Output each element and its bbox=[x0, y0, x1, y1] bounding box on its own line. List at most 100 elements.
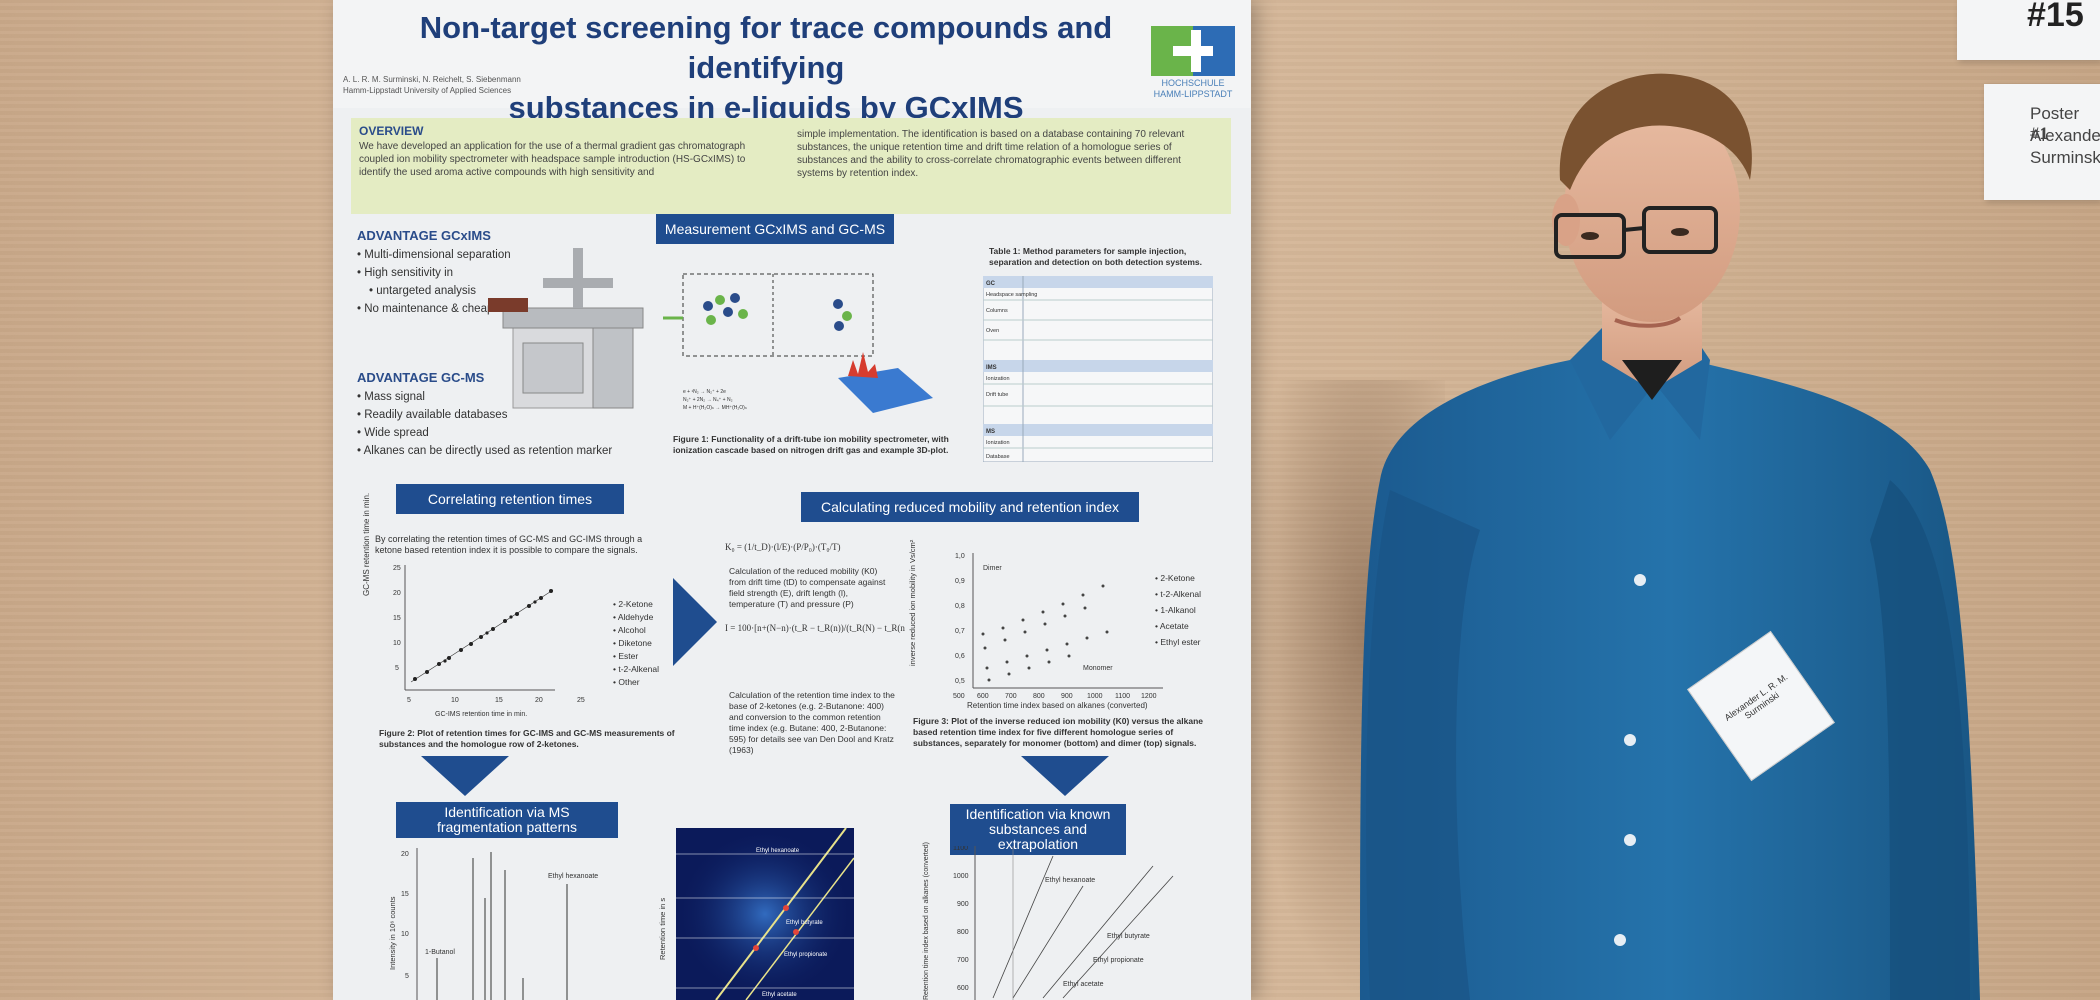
list-item: High sensitivity in bbox=[357, 264, 511, 282]
gc-instrument-image bbox=[488, 248, 644, 409]
poster-note: Poster #1 Alexande Surminsk bbox=[1984, 84, 2100, 200]
x-tick: 600 bbox=[977, 693, 989, 700]
x-tick: 10 bbox=[451, 697, 459, 704]
number-sign: #15 bbox=[1957, 0, 2100, 60]
list-item: Wide spread bbox=[357, 424, 612, 442]
y-tick: 15 bbox=[401, 891, 409, 898]
y-tick: 1,0 bbox=[955, 553, 965, 560]
svg-text:e + ¹N₂ → N₂⁺ + 2e: e + ¹N₂ → N₂⁺ + 2e bbox=[683, 389, 726, 395]
legend-entry: • Other bbox=[613, 677, 640, 687]
y-tick: 1000 bbox=[953, 873, 969, 880]
university-logo: HOCHSCHULE HAMM-LIPPSTADT bbox=[1143, 26, 1235, 106]
y-tick: 0,9 bbox=[955, 578, 965, 585]
table-cell: GC bbox=[986, 281, 996, 287]
series-label: Ethyl hexanoate bbox=[1045, 877, 1095, 884]
svg-text:I = 100·[n+(N−n)·(t_R − t_R(n): I = 100·[n+(N−n)·(t_R − t_R(n))/(t_R(N) … bbox=[725, 623, 905, 633]
table-cell: Columns bbox=[986, 308, 1008, 314]
x-tick: 700 bbox=[1005, 693, 1017, 700]
y-tick: 5 bbox=[405, 973, 409, 980]
figure-3-legend: • 2-Ketone • t-2-Alkenal • 1-Alkanol • A… bbox=[1155, 570, 1201, 650]
poster-note-line-3: Surminsk bbox=[2030, 148, 2100, 167]
heatmap-label: Ethyl hexanoate bbox=[756, 848, 800, 854]
y-tick: 20 bbox=[401, 851, 409, 858]
svg-text:K₀ = (1/t_D)·(l/E)·(P/P₀)·(T₀/: K₀ = (1/t_D)·(l/E)·(P/P₀)·(T₀/T) bbox=[725, 542, 840, 552]
correlating-text: By correlating the retention times of GC… bbox=[375, 534, 643, 555]
table-cell: Drift tube bbox=[986, 392, 1008, 398]
section-label-known-substances: Identification via known substances and … bbox=[950, 804, 1126, 855]
y-tick: 700 bbox=[957, 957, 969, 964]
authors-line: A. L. R. M. Surminski, N. Reichelt, S. S… bbox=[343, 75, 521, 84]
calculation-text-2: Calculation of the retention time index … bbox=[729, 690, 895, 755]
x-tick: 25 bbox=[577, 697, 585, 704]
overview-box: OVERVIEW We have developed an applicatio… bbox=[351, 118, 1231, 214]
list-item: Alkanes can be directly used as retentio… bbox=[357, 442, 613, 460]
legend-label: Diketone bbox=[618, 638, 652, 648]
list-item-text: untargeted analysis bbox=[376, 285, 476, 297]
table-1-caption: Table 1: Method parameters for sample in… bbox=[989, 246, 1203, 267]
heatmap-y-label: Retention time in s bbox=[658, 897, 667, 960]
arrow-down-icon bbox=[1021, 756, 1109, 796]
table-cell: Database bbox=[986, 454, 1010, 460]
legend-label: Ethyl ester bbox=[1160, 637, 1201, 647]
y-tick: 0,7 bbox=[955, 628, 965, 635]
section-label-measurement: Measurement GCxIMS and GC-MS bbox=[656, 214, 894, 244]
heatmap-label: Ethyl butyrate bbox=[786, 920, 823, 926]
table-cell: Ionization bbox=[986, 376, 1010, 382]
figure-2-legend: • 2-Ketone • Aldehyde • Alcohol • Diketo… bbox=[613, 598, 659, 689]
legend-label: Ester bbox=[618, 651, 639, 661]
legend-label: Acetate bbox=[1159, 621, 1189, 631]
legend-label: 2-Ketone bbox=[618, 599, 653, 609]
number-sign-text: #15 bbox=[2027, 0, 2084, 34]
y-tick: 900 bbox=[957, 901, 969, 908]
svg-text:N₂⁺ + 2N₂ → N₄⁺ + N₂: N₂⁺ + 2N₂ → N₄⁺ + N₂ bbox=[683, 397, 733, 403]
legend-entry: • Acetate bbox=[1155, 621, 1189, 631]
label-line: Identification via MS bbox=[444, 804, 570, 820]
figure-2-caption: Figure 2: Plot of retention times for GC… bbox=[379, 728, 675, 749]
legend-label: Aldehyde bbox=[617, 612, 654, 622]
legend-label: t-2-Alkenal bbox=[618, 664, 659, 674]
label-line: substances and extrapolation bbox=[988, 821, 1088, 852]
legend-entry: • t-2-Alkenal bbox=[1155, 589, 1201, 599]
x-axis-label: GC-IMS retention time in min. bbox=[435, 711, 527, 718]
section-label-correlating: Correlating retention times bbox=[396, 484, 624, 514]
label-line: Identification via known bbox=[965, 806, 1111, 822]
table-cell: IMS bbox=[986, 365, 997, 371]
arrow-right-icon bbox=[673, 578, 717, 666]
name-tag-text: Alexander L. R. M. Surminski bbox=[1722, 671, 1790, 723]
x-tick: 1000 bbox=[1087, 693, 1103, 700]
legend-label: 1-Alkanol bbox=[1160, 605, 1196, 615]
figure-3-y-label: inverse reduced ion mobility in Vs/cm² bbox=[908, 539, 917, 666]
ms-y-label: Intensity in 10⁶ counts bbox=[388, 896, 397, 970]
y-tick: 1100 bbox=[953, 846, 968, 852]
figure-2-chart: 25 20 15 10 5 5 10 15 20 25 GC-IMS reten… bbox=[393, 565, 585, 718]
list-item: Readily available databases bbox=[357, 406, 612, 424]
heatmap-label: Ethyl acetate bbox=[762, 992, 797, 998]
section-label-calculating: Calculating reduced mobility and retenti… bbox=[801, 492, 1139, 522]
label-line: fragmentation patterns bbox=[436, 819, 578, 835]
x-tick: 1100 bbox=[1115, 693, 1130, 700]
figure-1-caption: Figure 1: Functionality of a drift-tube … bbox=[673, 434, 949, 455]
logo-text-2: HAMM-LIPPSTADT bbox=[1153, 89, 1233, 99]
y-tick: 10 bbox=[401, 931, 409, 938]
logo-cross-vertical bbox=[1191, 30, 1201, 72]
scientific-poster: Non-target screening for trace compounds… bbox=[333, 0, 1251, 1000]
figure-3-x-label: Retention time index based on alkanes (c… bbox=[967, 701, 1148, 710]
overview-title: OVERVIEW bbox=[359, 124, 424, 138]
poster-title: Non-target screening for trace compounds… bbox=[351, 8, 1181, 128]
legend-entry: • Diketone bbox=[613, 638, 652, 648]
table-cell: Ionization bbox=[986, 440, 1010, 446]
method-table: GC Headspace sampling Columns Oven IMS I… bbox=[983, 276, 1213, 462]
institution-line: Hamm-Lippstadt University of Applied Sci… bbox=[343, 86, 512, 95]
legend-label: 2-Ketone bbox=[1160, 573, 1195, 583]
table-cell: MS bbox=[986, 429, 995, 435]
x-tick: 15 bbox=[495, 697, 503, 704]
scatter-points bbox=[413, 589, 553, 681]
legend-entry: • Ethyl ester bbox=[1155, 637, 1201, 647]
legend-label: Other bbox=[618, 677, 640, 687]
dimer-label: Dimer bbox=[983, 565, 1002, 572]
figure-3-caption: Figure 3: Plot of the inverse reduced io… bbox=[913, 716, 1204, 748]
y-tick: 20 bbox=[393, 590, 401, 597]
table-cell: Oven bbox=[986, 328, 999, 334]
calculation-text-1: Calculation of the reduced mobility (K0)… bbox=[729, 566, 886, 609]
legend-entry: • Aldehyde bbox=[613, 612, 654, 622]
